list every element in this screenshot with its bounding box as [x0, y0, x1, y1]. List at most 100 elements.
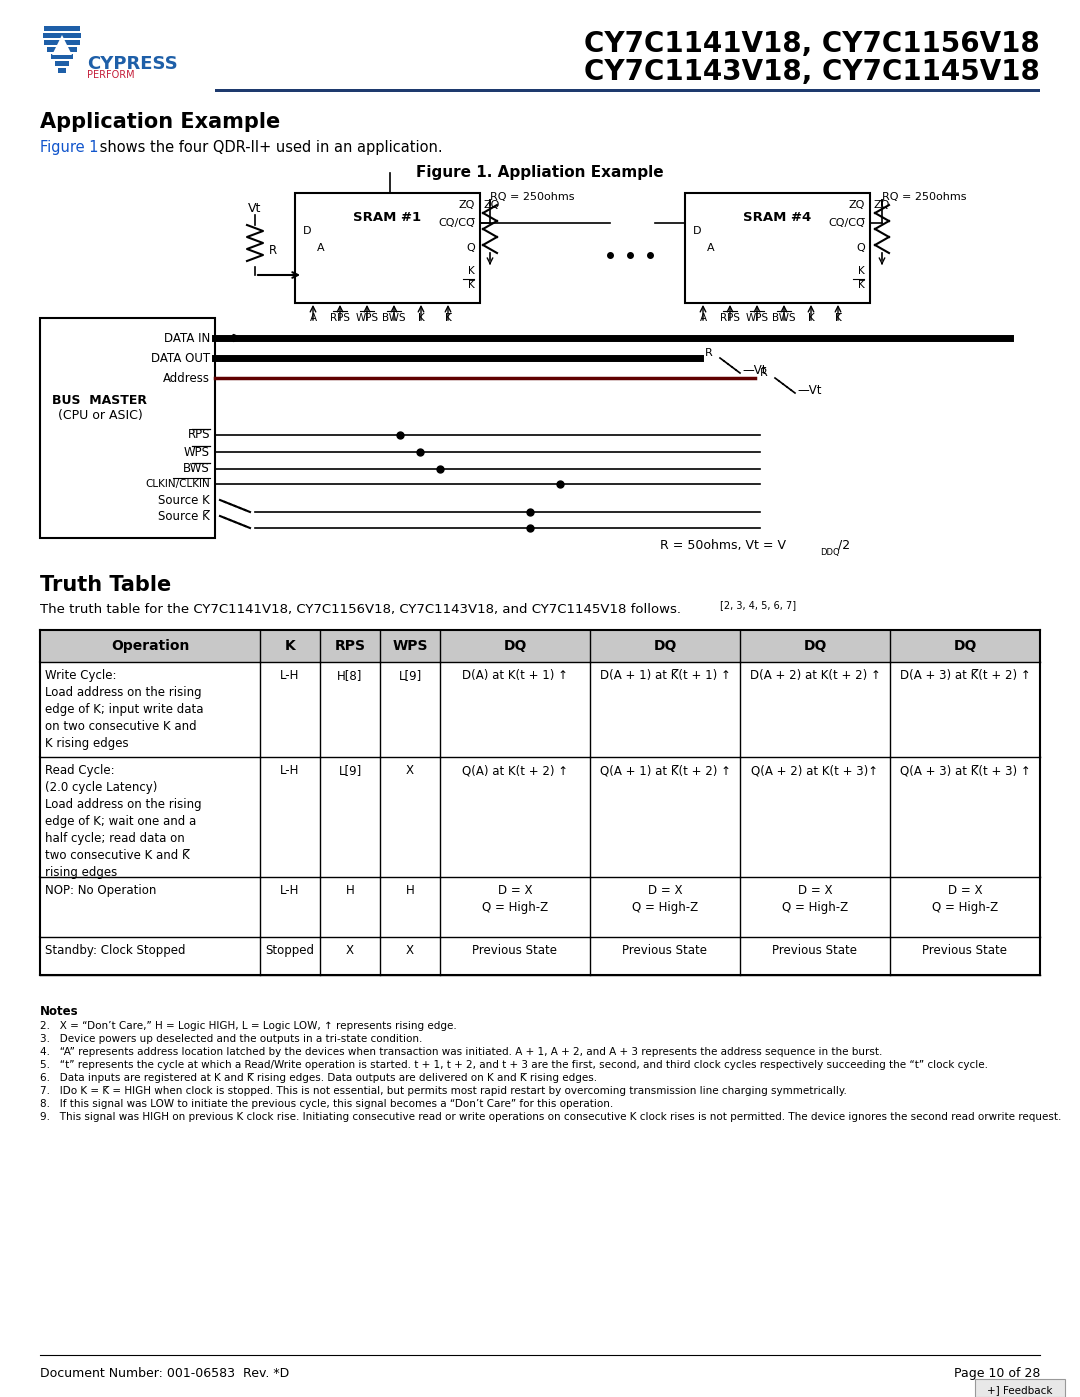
Text: Page 10 of 28: Page 10 of 28: [954, 1368, 1040, 1380]
Text: D(A + 2) at K(t + 2) ↑: D(A + 2) at K(t + 2) ↑: [750, 669, 880, 682]
Text: The truth table for the CY7C1141V18, CY7C1156V18, CY7C1143V18, and CY7C1145V18 f: The truth table for the CY7C1141V18, CY7…: [40, 604, 681, 616]
Bar: [51, 54, 73, 59]
Text: DDQ: DDQ: [820, 548, 839, 557]
Text: X: X: [406, 764, 414, 777]
Text: —Vt: —Vt: [742, 363, 767, 377]
Text: K: K: [469, 265, 475, 277]
Text: CYPRESS: CYPRESS: [87, 54, 178, 73]
Bar: [295, 193, 480, 303]
Text: Q(A + 3) at K̅(t + 3) ↑: Q(A + 3) at K̅(t + 3) ↑: [900, 764, 1030, 777]
Text: R: R: [269, 243, 278, 257]
Bar: [975, 1379, 1065, 1397]
Text: Notes: Notes: [40, 1004, 79, 1018]
Text: shows the four QDR-II+ used in an application.: shows the four QDR-II+ used in an applic…: [95, 140, 443, 155]
Text: WPS: WPS: [184, 446, 210, 458]
Text: RPS: RPS: [330, 313, 350, 323]
Text: 5.   “t” represents the cycle at which a Read/Write operation is started. t + 1,: 5. “t” represents the cycle at which a R…: [40, 1060, 988, 1070]
Text: Previous State: Previous State: [772, 944, 858, 957]
Text: Previous State: Previous State: [922, 944, 1008, 957]
Text: Stopped: Stopped: [266, 944, 314, 957]
Text: ZQ: ZQ: [873, 200, 889, 210]
Text: H: H: [346, 884, 354, 897]
Bar: [40, 630, 1040, 662]
Text: SRAM #1: SRAM #1: [353, 211, 421, 224]
Text: WPS: WPS: [355, 313, 379, 323]
Text: DQ: DQ: [653, 638, 677, 652]
Text: WPS: WPS: [745, 313, 769, 323]
Text: Q(A + 1) at K̅(t + 2) ↑: Q(A + 1) at K̅(t + 2) ↑: [599, 764, 730, 777]
Text: Q(A + 2) at K(t + 3)↑: Q(A + 2) at K(t + 3)↑: [752, 764, 878, 777]
Text: BWS: BWS: [772, 313, 796, 323]
Text: L[9]: L[9]: [399, 669, 421, 682]
Text: Document Number: 001-06583  Rev. *D: Document Number: 001-06583 Rev. *D: [40, 1368, 289, 1380]
Text: DQ: DQ: [503, 638, 527, 652]
Text: H[8]: H[8]: [337, 669, 363, 682]
Text: L-H: L-H: [281, 669, 299, 682]
Text: Address: Address: [163, 372, 210, 384]
Text: Write Cycle:
Load address on the rising
edge of K; input write data
on two conse: Write Cycle: Load address on the rising …: [45, 669, 203, 750]
Text: X: X: [346, 944, 354, 957]
Text: ZQ: ZQ: [483, 200, 499, 210]
Text: CQ/CQ̅: CQ/CQ̅: [438, 218, 475, 228]
Text: K: K: [859, 265, 865, 277]
Polygon shape: [52, 35, 72, 54]
Text: ZQ: ZQ: [459, 200, 475, 210]
Text: BWS: BWS: [382, 313, 406, 323]
Text: BUS  MASTER: BUS MASTER: [53, 394, 148, 407]
Text: (CPU or ASIC): (CPU or ASIC): [57, 408, 143, 422]
Text: BWS: BWS: [184, 462, 210, 475]
Text: L-H: L-H: [281, 764, 299, 777]
Bar: [215, 89, 1040, 92]
Text: D = X
Q = High-Z: D = X Q = High-Z: [632, 884, 698, 914]
Text: Previous State: Previous State: [622, 944, 707, 957]
Text: WPS: WPS: [392, 638, 428, 652]
Text: 9.   This signal was HIGH on previous K clock rise. Initiating consecutive read : 9. This signal was HIGH on previous K cl…: [40, 1112, 1062, 1122]
Text: D = X
Q = High-Z: D = X Q = High-Z: [482, 884, 548, 914]
Text: RPS: RPS: [188, 429, 210, 441]
Text: R: R: [760, 367, 768, 379]
Text: D = X
Q = High-Z: D = X Q = High-Z: [932, 884, 998, 914]
Text: DATA IN: DATA IN: [164, 331, 210, 345]
Text: CQ/CQ̅: CQ/CQ̅: [828, 218, 865, 228]
Text: Standby: Clock Stopped: Standby: Clock Stopped: [45, 944, 186, 957]
Text: K̅: K̅: [445, 313, 451, 323]
Text: DQ: DQ: [954, 638, 976, 652]
Text: 2.   X = “Don’t Care,” H = Logic HIGH, L = Logic LOW, ↑ represents rising edge.: 2. X = “Don’t Care,” H = Logic HIGH, L =…: [40, 1021, 457, 1031]
Text: +] Feedback: +] Feedback: [987, 1384, 1053, 1396]
Text: Source K: Source K: [159, 493, 210, 507]
Bar: [44, 41, 80, 45]
Text: D(A + 1) at K̅(t + 1) ↑: D(A + 1) at K̅(t + 1) ↑: [599, 669, 730, 682]
Text: A: A: [310, 313, 316, 323]
Text: 7.   IDo K = K̅ = HIGH when clock is stopped. This is not essential, but permits: 7. IDo K = K̅ = HIGH when clock is stopp…: [40, 1085, 847, 1097]
Text: A: A: [318, 243, 325, 253]
Text: Q(A) at K(t + 2) ↑: Q(A) at K(t + 2) ↑: [462, 764, 568, 777]
Text: K̅: K̅: [469, 279, 475, 291]
Text: Source K̅: Source K̅: [159, 510, 210, 522]
Text: RQ = 250ohms: RQ = 250ohms: [882, 191, 967, 203]
Text: DATA OUT: DATA OUT: [151, 352, 210, 365]
Text: D: D: [693, 226, 702, 236]
Text: CY7C1141V18, CY7C1156V18: CY7C1141V18, CY7C1156V18: [584, 29, 1040, 59]
Text: Operation: Operation: [111, 638, 189, 652]
Text: D: D: [303, 226, 311, 236]
Text: SRAM #4: SRAM #4: [743, 211, 811, 224]
Text: CLKIN/CLKIN: CLKIN/CLKIN: [145, 479, 210, 489]
Text: Application Example: Application Example: [40, 112, 280, 131]
Text: 4.   “A” represents address location latched by the devices when transaction was: 4. “A” represents address location latch…: [40, 1046, 882, 1058]
Text: CY7C1143V18, CY7C1145V18: CY7C1143V18, CY7C1145V18: [584, 59, 1040, 87]
Text: PERFORM: PERFORM: [87, 70, 135, 80]
Text: Q: Q: [467, 243, 475, 253]
Text: K̅: K̅: [835, 313, 841, 323]
Bar: [48, 47, 77, 52]
Text: RPS: RPS: [720, 313, 740, 323]
Text: K: K: [285, 638, 295, 652]
Bar: [685, 193, 870, 303]
Text: K̅: K̅: [859, 279, 865, 291]
Text: H: H: [406, 884, 415, 897]
Text: Read Cycle:
(2.0 cycle Latency)
Load address on the rising
edge of K; wait one a: Read Cycle: (2.0 cycle Latency) Load add…: [45, 764, 202, 879]
Text: NOP: No Operation: NOP: No Operation: [45, 884, 157, 897]
Bar: [55, 61, 69, 66]
Text: ZQ: ZQ: [849, 200, 865, 210]
Text: R: R: [705, 348, 713, 358]
Text: Previous State: Previous State: [473, 944, 557, 957]
